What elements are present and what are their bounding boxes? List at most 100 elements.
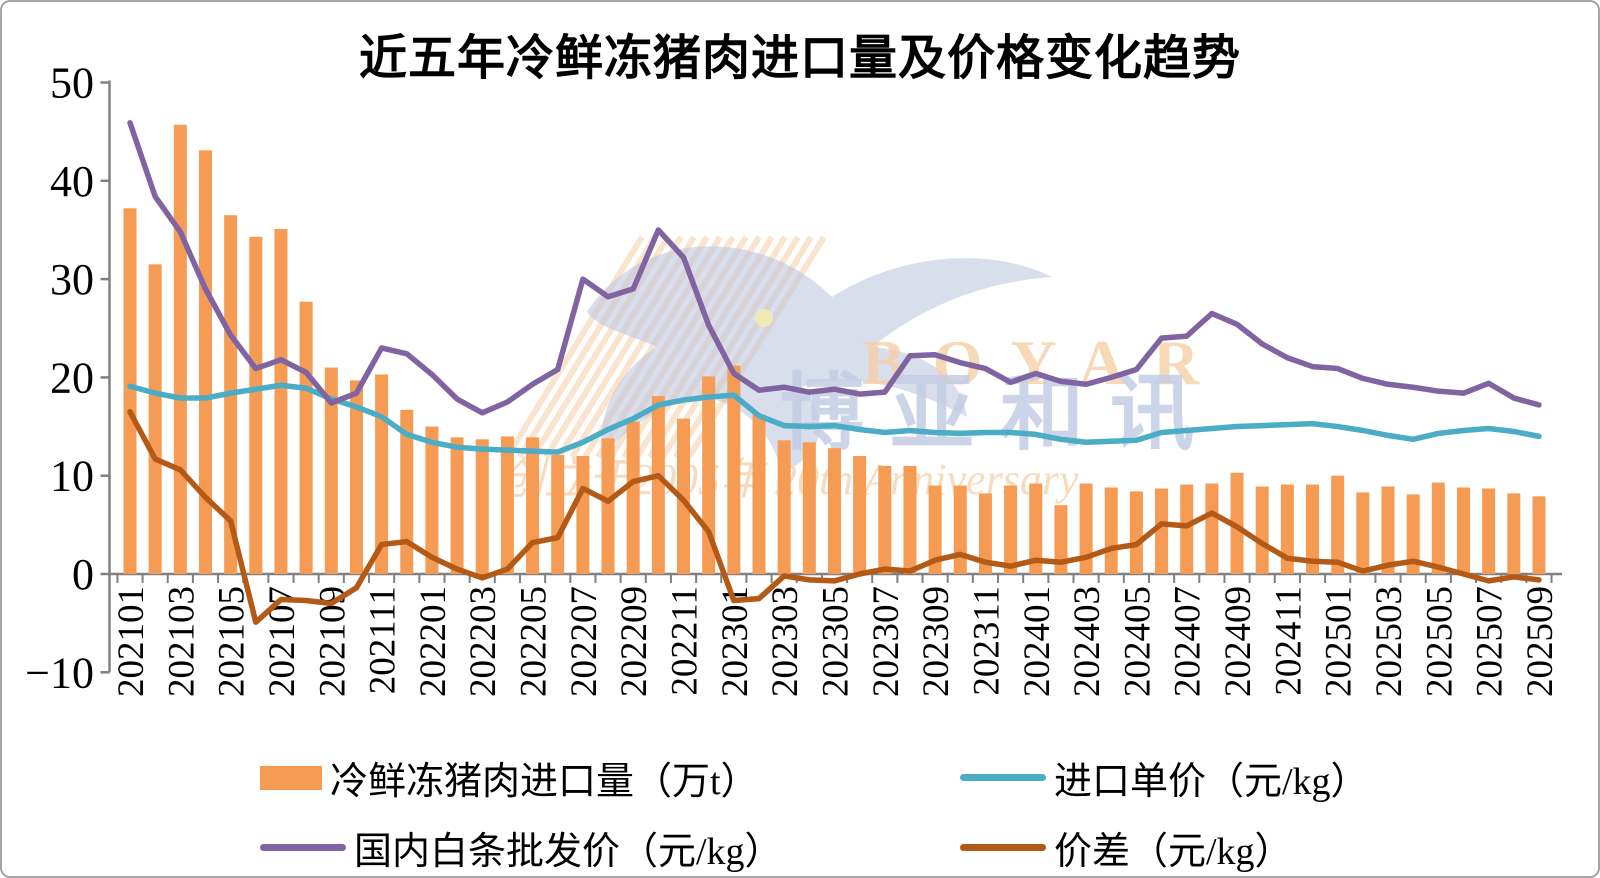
bar [903, 465, 917, 574]
x-tick-label: 202505 [1419, 586, 1460, 697]
bar [1004, 485, 1018, 574]
x-tick-label: 202503 [1369, 586, 1410, 697]
bar [1255, 486, 1269, 574]
x-tick-label: 202201 [413, 586, 454, 697]
bar [1456, 487, 1470, 574]
bar [978, 493, 992, 574]
bar [1331, 475, 1345, 574]
line-swatch-icon [960, 844, 1046, 851]
x-tick-label: 202103 [161, 586, 202, 697]
line-swatch-icon [960, 774, 1046, 781]
x-tick-label: 202301 [715, 586, 756, 697]
line-series-0 [127, 382, 1542, 455]
bar [576, 456, 590, 574]
bar [953, 485, 967, 574]
line-swatch-icon [260, 844, 346, 851]
bar [1306, 484, 1320, 574]
x-tick-label: 202107 [262, 586, 303, 697]
chart-title: 近五年冷鲜冻猪肉进口量及价格变化趋势 [358, 32, 1241, 85]
bar [324, 367, 338, 574]
bar [400, 409, 414, 574]
bar [526, 437, 540, 574]
y-tick-label: 20 [50, 353, 94, 402]
watermark-ray [504, 235, 645, 459]
line-series-1 [127, 120, 1542, 416]
x-tick-label: 202403 [1067, 586, 1108, 697]
bar [1381, 486, 1395, 574]
legend-label-import-volume: 冷鲜冻猪肉进口量（万t） [330, 761, 759, 803]
bar [651, 396, 665, 574]
bar [450, 437, 464, 574]
bar [777, 440, 791, 574]
bar [173, 124, 187, 575]
x-tick-label: 202209 [614, 586, 655, 697]
bar [1205, 483, 1219, 574]
bar [1230, 472, 1244, 574]
x-tick-label: 202311 [966, 586, 1007, 696]
bar [601, 438, 615, 574]
y-tick-label: −10 [25, 648, 94, 697]
bar [1431, 482, 1445, 574]
x-tick-label: 202309 [916, 586, 957, 697]
bar [249, 236, 263, 574]
legend-label-wholesale-price: 国内白条批发价（元/kg） [354, 831, 783, 873]
legend-item-import-volume: 冷鲜冻猪肉进口量（万t） [260, 750, 759, 805]
bar [1356, 492, 1370, 574]
bar [299, 301, 313, 574]
x-tick-label: 202205 [514, 586, 555, 697]
legend-label-import-price: 进口单价（元/kg） [1054, 761, 1369, 803]
x-tick-label: 202501 [1319, 586, 1360, 697]
bar [1129, 491, 1143, 574]
y-tick-label: 50 [50, 59, 94, 108]
bar [752, 414, 766, 574]
y-tick-label: 30 [50, 255, 94, 304]
x-tick-label: 202305 [815, 586, 856, 697]
bar [375, 374, 389, 574]
bar [727, 365, 741, 574]
bar [1155, 488, 1169, 574]
bar [1482, 488, 1496, 574]
bar [475, 439, 489, 574]
bar [1029, 483, 1043, 574]
bar [198, 150, 212, 574]
x-tick-label: 202411 [1268, 586, 1309, 696]
x-tick-label: 202111 [363, 586, 404, 694]
bar [626, 421, 640, 574]
bar [1507, 493, 1521, 574]
bar [1054, 505, 1068, 574]
y-tick-label: 0 [72, 550, 94, 599]
bar [551, 455, 565, 574]
x-tick-label: 202211 [665, 586, 706, 696]
bar [802, 442, 816, 574]
x-tick-label: 202507 [1470, 586, 1511, 697]
watermark-brand-cjk: 博亚和讯 [780, 368, 1220, 461]
bar [1406, 494, 1420, 574]
watermark-dove-eye [755, 309, 773, 327]
bar-swatch-icon [260, 765, 322, 790]
x-tick-label: 202405 [1117, 586, 1158, 697]
x-tick-label: 202207 [564, 586, 605, 697]
x-tick-label: 202203 [463, 586, 504, 697]
bar [148, 264, 162, 574]
bar [1180, 484, 1194, 574]
legend-item-wholesale-price: 国内白条批发价（元/kg） [260, 820, 783, 875]
y-tick-label: 40 [50, 157, 94, 206]
x-tick-label: 202303 [765, 586, 806, 697]
bar [677, 418, 691, 574]
bar [349, 380, 363, 574]
bar [1532, 496, 1546, 574]
x-tick-label: 202409 [1218, 586, 1259, 697]
x-tick-label: 202307 [866, 586, 907, 697]
bar [928, 485, 942, 574]
x-tick-label: 202407 [1168, 586, 1209, 697]
bar [500, 436, 514, 574]
bar [827, 448, 841, 574]
bar [1104, 487, 1118, 574]
x-tick-label: 202401 [1017, 586, 1058, 697]
bar [274, 228, 288, 575]
legend-item-price-spread: 价差（元/kg） [960, 820, 1293, 875]
line-series-2 [127, 409, 1542, 625]
y-tick-label: 10 [50, 452, 94, 501]
